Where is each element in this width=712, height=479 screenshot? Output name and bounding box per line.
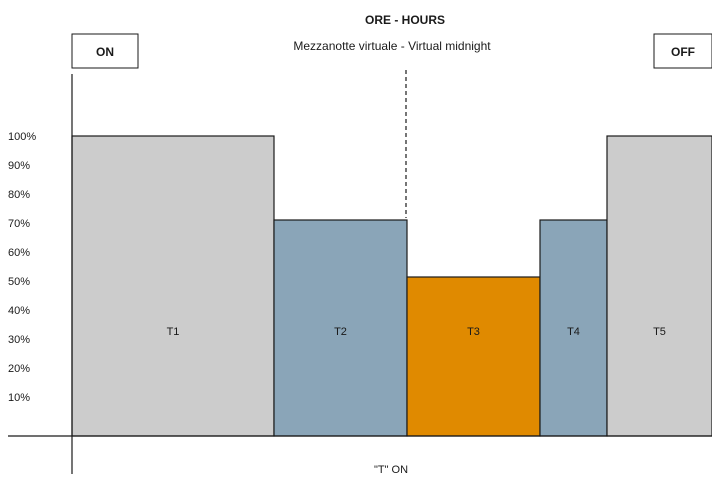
bars-layer: T1 T2 T3 T4 T5 [71,135,712,437]
y-tick-label: 40% [8,305,30,317]
y-tick-labels: 100% 90% 80% 70% 60% 50% 40% 30% 20% 10% [8,131,36,404]
y-tick-label: 100% [8,131,36,143]
y-tick-label: 30% [8,334,30,346]
x-axis-label: "T" ON [374,464,408,476]
bar-label-t5: T5 [653,326,666,338]
y-tick-label: 50% [8,276,30,288]
bar-t3 [406,276,541,437]
on-label: ON [96,45,114,59]
bar-t1 [71,135,275,437]
y-tick-label: 60% [8,247,30,259]
y-tick-label: 80% [8,189,30,201]
y-tick-label: 20% [8,363,30,375]
bar-label-t2: T2 [334,326,347,338]
bar-t5 [606,135,712,437]
y-tick-label: 10% [8,392,30,404]
chart-subtitle: Mezzanotte virtuale - Virtual midnight [293,39,491,53]
bar-label-t4: T4 [567,326,580,338]
off-box: OFF [653,33,712,69]
y-tick-label: 90% [8,160,30,172]
chart-title: ORE - HOURS [365,13,445,27]
bar-label-t3: T3 [467,326,480,338]
y-tick-label: 70% [8,218,30,230]
off-label: OFF [671,45,695,59]
on-box: ON [71,33,139,69]
bar-label-t1: T1 [167,326,180,338]
